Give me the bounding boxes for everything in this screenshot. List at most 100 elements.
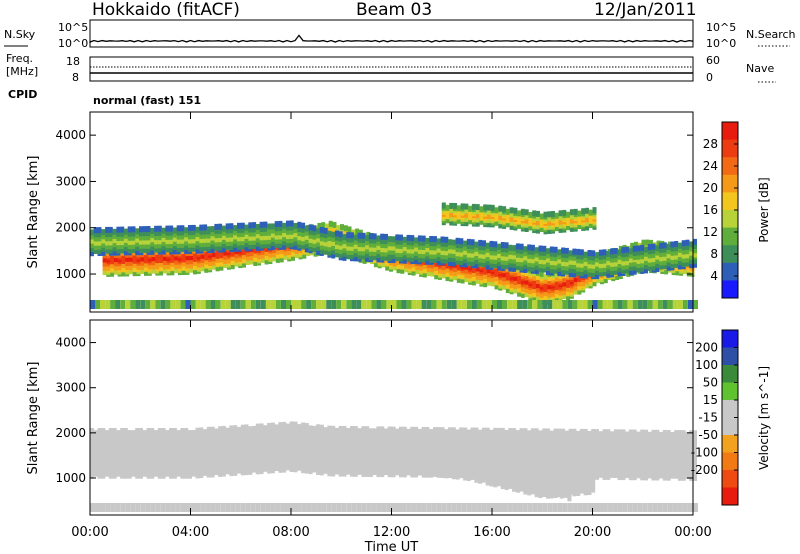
data-cell <box>497 440 501 447</box>
data-cell <box>615 274 620 280</box>
data-cell <box>515 247 520 254</box>
data-cell <box>282 446 287 453</box>
data-cell <box>365 462 370 469</box>
data-cell <box>293 450 298 456</box>
data-cell <box>125 260 130 266</box>
data-cell <box>214 236 219 243</box>
data-cell <box>554 271 559 278</box>
data-cell <box>502 300 507 309</box>
data-cell <box>193 255 197 262</box>
data-cell <box>463 253 468 260</box>
data-cell <box>606 259 611 266</box>
data-cell <box>154 470 159 477</box>
data-cell <box>392 260 397 267</box>
data-cell <box>448 239 452 246</box>
data-cell <box>199 224 204 231</box>
data-cell <box>116 434 121 441</box>
data-cell <box>286 233 290 240</box>
data-cell <box>613 260 618 267</box>
data-cell <box>180 300 186 309</box>
data-cell <box>275 252 280 259</box>
data-cell <box>312 237 317 244</box>
data-cell <box>176 442 181 449</box>
data-cell <box>274 456 279 463</box>
data-cell <box>203 461 208 468</box>
data-cell <box>479 218 484 225</box>
data-cell <box>532 283 537 290</box>
data-cell <box>338 438 343 445</box>
data-cell <box>206 226 211 233</box>
data-cell <box>455 237 460 244</box>
data-cell <box>512 253 517 260</box>
data-cell <box>372 241 377 248</box>
data-cell <box>562 280 567 287</box>
data-cell <box>184 456 189 463</box>
data-cell <box>308 433 313 440</box>
data-cell <box>142 434 147 441</box>
data-cell <box>520 291 525 298</box>
data-cell <box>301 300 307 309</box>
data-cell <box>286 228 290 235</box>
data-cell <box>456 217 461 224</box>
data-cell <box>455 246 460 253</box>
data-cell <box>380 233 385 240</box>
data-cell <box>592 300 598 309</box>
data-cell <box>494 211 499 218</box>
data-cell <box>421 248 426 255</box>
data-cell <box>636 245 641 252</box>
data-cell <box>162 254 167 261</box>
data-cell <box>161 231 166 238</box>
data-cell <box>150 244 155 251</box>
data-cell <box>536 210 540 217</box>
data-cell <box>135 464 140 471</box>
data-cell <box>677 242 682 249</box>
data-cell <box>647 248 652 255</box>
data-cell <box>253 247 258 254</box>
data-cell <box>572 300 578 309</box>
data-cell <box>517 300 523 309</box>
data-cell <box>316 236 321 243</box>
data-cell <box>316 228 321 235</box>
data-cell <box>165 238 170 245</box>
data-cell <box>523 428 528 435</box>
data-cell <box>132 257 137 264</box>
data-cell <box>123 241 128 248</box>
data-cell <box>414 237 419 244</box>
data-cell <box>245 254 250 261</box>
data-cell <box>674 257 679 264</box>
data-cell <box>342 426 347 432</box>
data-cell <box>267 223 272 230</box>
data-cell <box>381 300 387 309</box>
data-cell <box>547 295 552 302</box>
data-cell <box>335 460 339 467</box>
data-cell <box>391 240 396 247</box>
data-cell <box>376 300 382 309</box>
data-cell <box>255 448 260 454</box>
data-cell <box>312 434 317 440</box>
data-cell <box>244 469 249 476</box>
data-cell <box>449 207 454 213</box>
data-cell <box>297 428 302 435</box>
data-cell <box>146 428 151 434</box>
data-cell <box>557 265 562 272</box>
data-cell <box>304 435 309 442</box>
data-cell <box>289 421 294 428</box>
data-cell <box>585 282 589 289</box>
data-cell <box>628 260 633 267</box>
data-cell <box>121 253 126 260</box>
data-cell <box>534 448 539 455</box>
data-cell <box>131 470 136 477</box>
data-cell <box>191 450 196 457</box>
data-cell <box>312 454 317 461</box>
data-cell <box>577 214 582 221</box>
data-cell <box>583 272 588 279</box>
data-cell <box>203 228 208 235</box>
data-cell <box>566 211 571 218</box>
data-cell <box>338 231 343 238</box>
data-cell <box>267 447 272 454</box>
data-cell <box>421 244 426 250</box>
data-cell <box>282 235 287 242</box>
data-cell <box>327 462 332 469</box>
data-cell <box>569 221 574 228</box>
data-cell <box>210 300 216 309</box>
